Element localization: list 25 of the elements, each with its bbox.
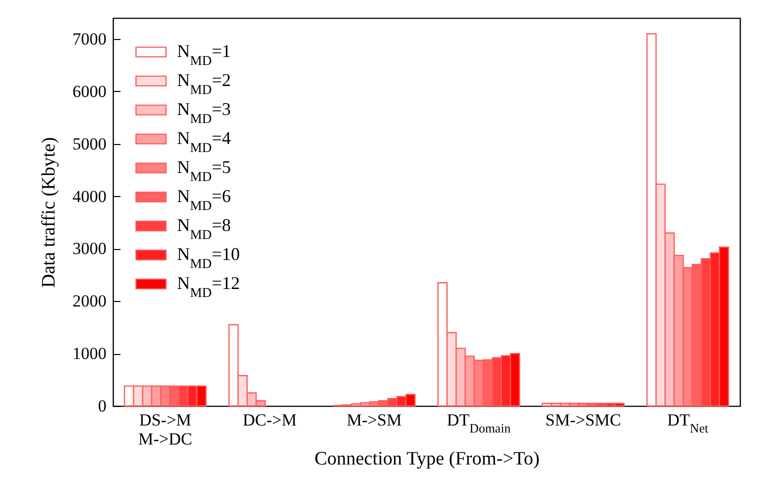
x-tick-label: DS->M M->DC [138, 410, 192, 448]
legend-label: N$_{MD}$=12 [177, 273, 240, 300]
legend-label: N$_{MD}$=6 [177, 186, 231, 212]
legend-label: N$_{MD}$=3 [177, 99, 231, 126]
x-tick-label: DT$_{Domain}$ [446, 410, 512, 436]
y-tick-label: 2000 [72, 292, 106, 311]
x-axis-title: Connection Type (From->To) [314, 448, 540, 470]
x-tick-label: DC->M [242, 410, 297, 430]
legend-label: N$_{MD}$=5 [177, 157, 231, 184]
y-tick-label: 0 [98, 396, 106, 416]
legend-label: N$_{MD}$=2 [177, 70, 231, 96]
x-tick-label: SM->SMC [545, 410, 622, 430]
legend-label: N$_{MD}$=10 [177, 244, 240, 270]
legend-label: N$_{MD}$=4 [177, 128, 231, 154]
y-tick-label: 5000 [72, 134, 106, 154]
y-tick-label: 3000 [72, 239, 106, 258]
y-tick-label: 7000 [72, 29, 106, 48]
x-tick-label: DT$_{Net}$ [667, 410, 709, 436]
y-tick-label: 4000 [72, 186, 106, 206]
x-tick-label: M->SM [346, 410, 402, 430]
y-tick-label: 6000 [72, 82, 106, 101]
y-tick-label: 1000 [72, 344, 106, 364]
legend-label: N$_{MD}$=8 [177, 215, 231, 242]
y-axis-title: Data traffic (Kbyte) [38, 137, 60, 288]
legend-label: N$_{MD}$=1 [177, 41, 231, 68]
